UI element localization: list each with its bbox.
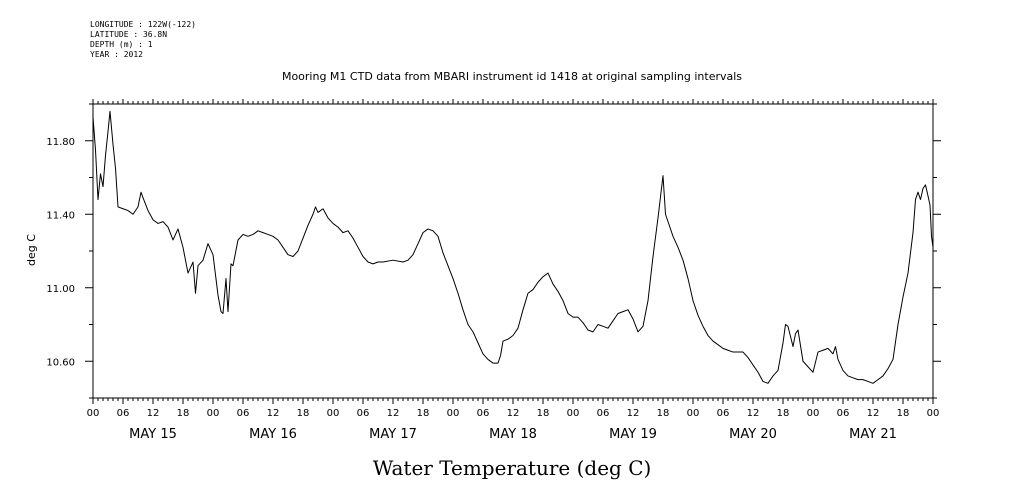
- series-layer: [92, 110, 934, 384]
- x-hour-tick-label: 00: [567, 408, 580, 419]
- temperature-series-line: [92, 110, 934, 384]
- x-hour-tick-label: 12: [747, 408, 760, 419]
- x-hour-tick-label: 12: [387, 408, 400, 419]
- x-hour-tick-label: 06: [717, 408, 730, 419]
- x-hour-tick-label: 06: [117, 408, 130, 419]
- x-hour-tick-label: 00: [87, 408, 100, 419]
- chart-title: Mooring M1 CTD data from MBARI instrumen…: [282, 70, 742, 83]
- latitude-label: LATITUDE : 36.8N: [90, 30, 168, 39]
- longitude-label: LONGITUDE : 122W(-122): [90, 20, 196, 29]
- x-hour-tick-label: 06: [837, 408, 850, 419]
- y-axis-label: deg C: [25, 234, 38, 266]
- x-day-label: MAY 18: [489, 427, 537, 442]
- y-tick-label: 11.00: [46, 284, 75, 295]
- x-hour-tick-label: 18: [537, 408, 550, 419]
- x-hour-tick-label: 00: [807, 408, 820, 419]
- x-hour-tick-label: 18: [297, 408, 310, 419]
- x-day-label: MAY 19: [609, 427, 657, 442]
- x-hour-tick-label: 18: [777, 408, 790, 419]
- x-hour-tick-label: 12: [267, 408, 280, 419]
- year-label: YEAR : 2012: [90, 50, 143, 59]
- x-hour-tick-label: 06: [477, 408, 490, 419]
- x-hour-tick-label: 12: [147, 408, 160, 419]
- x-day-label: MAY 20: [729, 427, 777, 442]
- x-day-label: MAY 15: [129, 427, 177, 442]
- x-hour-tick-label: 00: [207, 408, 220, 419]
- x-day-label: MAY 16: [249, 427, 297, 442]
- x-hour-tick-label: 18: [897, 408, 910, 419]
- y-tick-label: 10.60: [46, 357, 75, 368]
- x-hour-tick-label: 00: [327, 408, 340, 419]
- plot-frame: [92, 103, 934, 399]
- x-hour-tick-label: 00: [927, 408, 940, 419]
- x-day-label: MAY 21: [849, 427, 897, 442]
- axes: 10.60 11.00 11.40 11.80 00 06 12 18 00 06 12 18 00 06…: [46, 99, 941, 442]
- x-hour-tick-label: 00: [687, 408, 700, 419]
- x-hour-tick-label: 18: [177, 408, 190, 419]
- depth-label: DEPTH (m) : 1: [90, 40, 153, 49]
- x-axis-label: Water Temperature (deg C): [373, 456, 652, 480]
- x-hour-tick-label: 12: [867, 408, 880, 419]
- x-day-label: MAY 17: [369, 427, 417, 442]
- x-hour-tick-label: 18: [417, 408, 430, 419]
- y-tick-label: 11.40: [46, 210, 75, 221]
- x-hour-tick-label: 12: [507, 408, 520, 419]
- x-hour-tick-label: 18: [657, 408, 670, 419]
- x-hour-tick-label: 06: [597, 408, 610, 419]
- y-tick-label: 11.80: [46, 137, 75, 148]
- x-hour-tick-label: 06: [237, 408, 250, 419]
- x-hour-tick-label: 00: [447, 408, 460, 419]
- metadata-block: LONGITUDE : 122W(-122) LATITUDE : 36.8N …: [90, 20, 196, 60]
- x-hour-tick-label: 12: [627, 408, 640, 419]
- x-hour-tick-label: 06: [357, 408, 370, 419]
